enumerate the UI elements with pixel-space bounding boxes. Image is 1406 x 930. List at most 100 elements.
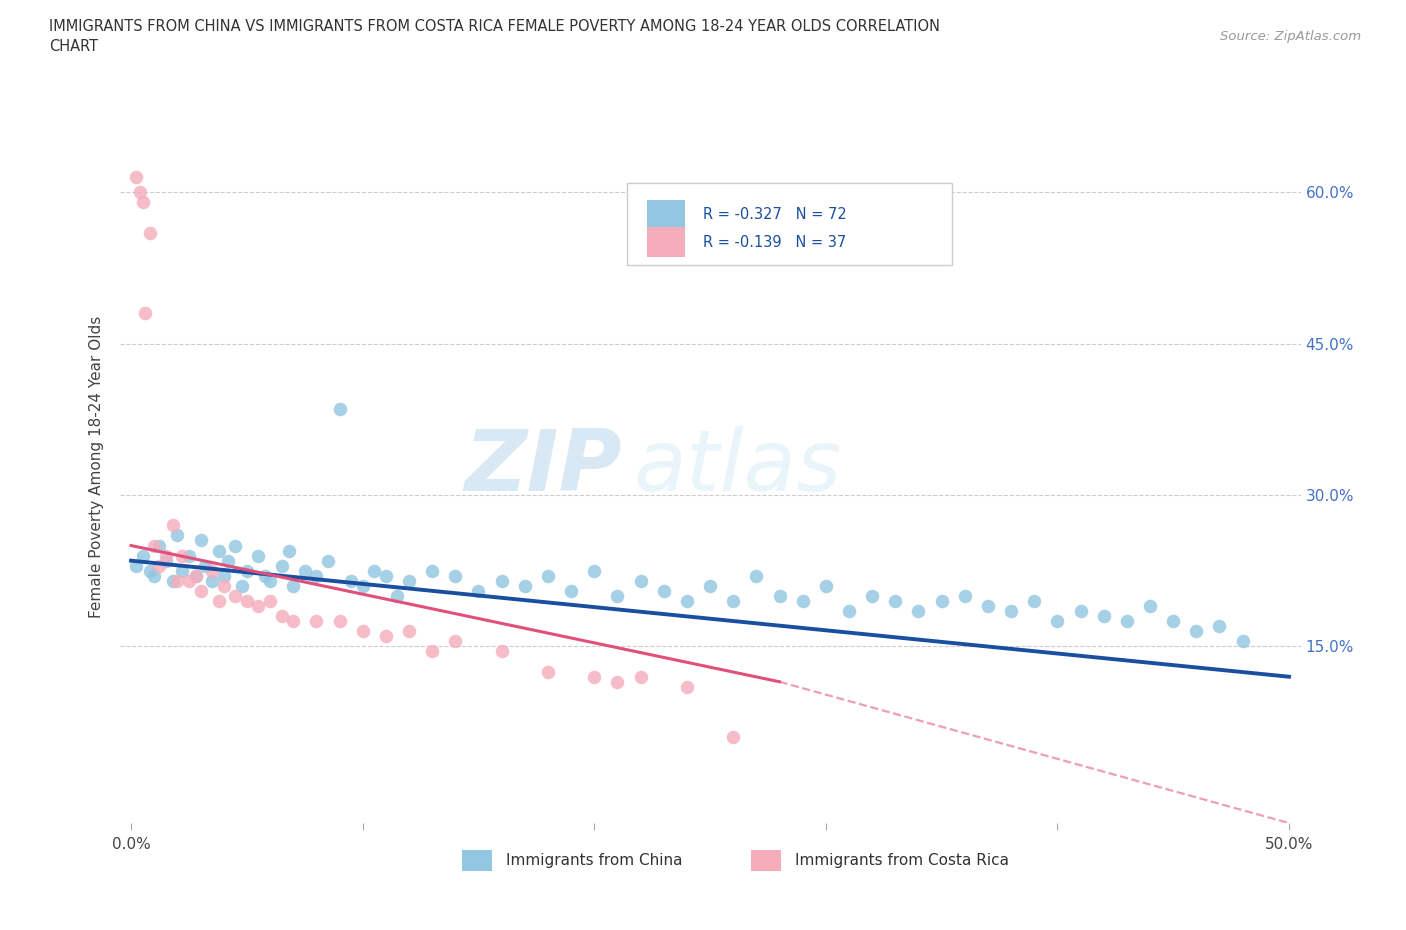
Point — [1000, 604, 1022, 618]
Point — [155, 548, 177, 563]
Point — [420, 564, 443, 578]
Point — [328, 402, 350, 417]
Point — [814, 578, 837, 593]
Point — [283, 614, 305, 629]
Point — [676, 680, 699, 695]
Point — [212, 568, 235, 583]
Point — [560, 583, 582, 598]
Point — [721, 593, 744, 608]
Point — [467, 583, 489, 598]
Point — [387, 589, 409, 604]
Text: ZIP: ZIP — [464, 426, 621, 509]
Point — [583, 670, 606, 684]
Point — [254, 568, 277, 583]
FancyBboxPatch shape — [627, 182, 952, 264]
Point — [630, 670, 652, 684]
Point — [352, 578, 374, 593]
Point — [792, 593, 814, 608]
Point — [277, 543, 299, 558]
Point — [1185, 624, 1208, 639]
Point — [231, 578, 253, 593]
Point — [177, 574, 200, 589]
Bar — [647, 228, 685, 258]
Point — [931, 593, 953, 608]
Point — [745, 568, 768, 583]
Point — [352, 624, 374, 639]
Point — [259, 574, 281, 589]
Point — [208, 593, 231, 608]
Point — [676, 593, 699, 608]
Point — [374, 568, 396, 583]
Point — [363, 564, 385, 578]
Point — [699, 578, 721, 593]
Text: Immigrants from Costa Rica: Immigrants from Costa Rica — [794, 853, 1010, 869]
Point — [138, 564, 160, 578]
Point — [162, 574, 184, 589]
Bar — [751, 850, 780, 871]
Point — [537, 568, 560, 583]
Point — [606, 674, 628, 689]
Point — [270, 609, 292, 624]
Point — [513, 578, 536, 593]
Point — [491, 574, 513, 589]
Point — [201, 574, 224, 589]
Point — [190, 533, 212, 548]
Text: Source: ZipAtlas.com: Source: ZipAtlas.com — [1220, 30, 1361, 43]
Point — [247, 548, 270, 563]
Point — [583, 564, 606, 578]
Point — [630, 574, 652, 589]
Point — [340, 574, 363, 589]
Point — [125, 170, 148, 185]
Point — [217, 553, 239, 568]
Point — [138, 225, 160, 240]
Point — [166, 528, 188, 543]
Point — [884, 593, 907, 608]
Point — [224, 538, 246, 553]
Point — [129, 185, 152, 200]
Point — [143, 538, 166, 553]
Point — [316, 553, 339, 568]
Bar — [647, 200, 685, 230]
Point — [236, 564, 259, 578]
Point — [283, 578, 305, 593]
Point — [190, 583, 212, 598]
Point — [1232, 634, 1254, 649]
Point — [131, 195, 153, 210]
Point — [537, 664, 560, 679]
Point — [977, 599, 1000, 614]
Point — [184, 568, 207, 583]
Point — [170, 564, 193, 578]
Point — [166, 574, 188, 589]
Point — [170, 548, 193, 563]
Point — [721, 730, 744, 745]
Point — [652, 583, 675, 598]
Point — [420, 644, 443, 659]
Point — [177, 548, 200, 563]
Point — [328, 614, 350, 629]
Point — [294, 564, 316, 578]
Point — [606, 589, 628, 604]
Point — [148, 558, 170, 573]
Text: CHART: CHART — [49, 39, 98, 54]
Text: IMMIGRANTS FROM CHINA VS IMMIGRANTS FROM COSTA RICA FEMALE POVERTY AMONG 18-24 Y: IMMIGRANTS FROM CHINA VS IMMIGRANTS FROM… — [49, 19, 941, 33]
Point — [305, 614, 328, 629]
Point — [208, 543, 231, 558]
Point — [398, 574, 420, 589]
Point — [1092, 609, 1115, 624]
Point — [162, 518, 184, 533]
Point — [125, 558, 148, 573]
Point — [1046, 614, 1069, 629]
Point — [398, 624, 420, 639]
Point — [444, 568, 467, 583]
Bar — [463, 850, 492, 871]
Point — [143, 568, 166, 583]
Point — [134, 306, 156, 321]
Point — [148, 538, 170, 553]
Point — [1208, 618, 1230, 633]
Text: R = -0.139   N = 37: R = -0.139 N = 37 — [703, 235, 846, 250]
Point — [155, 553, 177, 568]
Text: R = -0.327   N = 72: R = -0.327 N = 72 — [703, 207, 846, 222]
Point — [444, 634, 467, 649]
Point — [270, 558, 292, 573]
Point — [838, 604, 860, 618]
